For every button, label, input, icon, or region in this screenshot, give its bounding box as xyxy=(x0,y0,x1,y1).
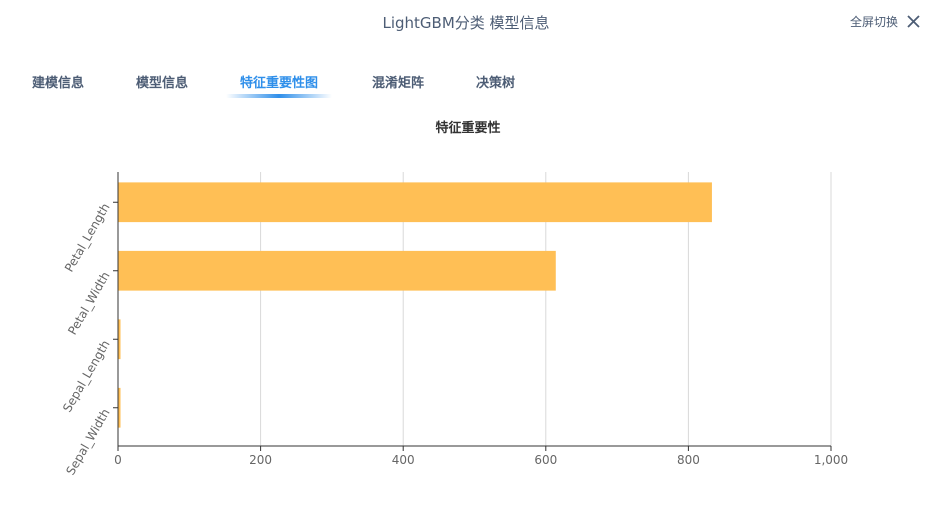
y-tick-label: Petal_Length xyxy=(62,201,113,275)
bar-petal-length xyxy=(118,182,712,223)
x-tick-label: 0 xyxy=(114,453,122,467)
tab-modeling-info[interactable]: 建模信息 xyxy=(32,76,85,91)
dialog-title: LightGBM分类 模型信息 xyxy=(382,14,550,32)
tab-model-info[interactable]: 模型信息 xyxy=(136,76,189,91)
tab-decision-tree[interactable]: 决策树 xyxy=(476,76,516,91)
x-tick-label: 600 xyxy=(534,453,557,467)
fullscreen-toggle-button[interactable]: 全屏切换 xyxy=(849,15,898,29)
close-icon xyxy=(907,15,920,28)
tab-confusion-matrix[interactable]: 混淆矩阵 xyxy=(372,76,425,91)
tab-feature-importance[interactable]: 特征重要性图 xyxy=(226,72,333,98)
x-tick-label: 800 xyxy=(677,453,700,467)
y-tick-label: Sepal_Width xyxy=(63,406,112,477)
close-button[interactable] xyxy=(904,8,924,32)
y-tick-label: Petal_Width xyxy=(65,269,112,337)
active-tab-indicator xyxy=(226,94,333,98)
bar-sepal-width xyxy=(118,387,121,428)
y-tick-label: Sepal_Length xyxy=(60,338,112,415)
chart-title: 特征重要性 xyxy=(435,121,501,136)
x-tick-label: 200 xyxy=(249,453,272,467)
x-tick-label: 400 xyxy=(392,453,415,467)
bar-petal-width xyxy=(118,250,556,291)
x-tick-label: 1,000 xyxy=(814,453,848,467)
bar-sepal-length xyxy=(118,319,121,360)
